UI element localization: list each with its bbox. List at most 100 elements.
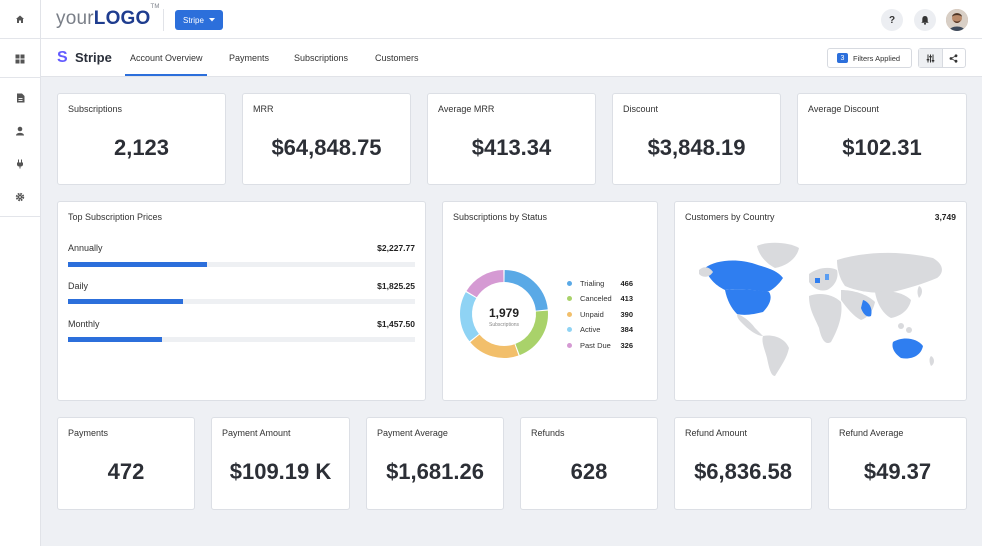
kpi-label: Discount [623, 104, 659, 114]
notifications-button[interactable] [914, 9, 936, 31]
kpi-label: Refund Amount [685, 428, 748, 438]
filters-label: Filters Applied [853, 53, 901, 63]
donut-caption: Subscriptions [489, 322, 520, 328]
kpi-card-refund-average[interactable]: Refund Average $49.37 [828, 417, 967, 510]
kpi-value: $102.31 [842, 135, 922, 160]
kpi-value: $6,836.58 [694, 459, 792, 484]
card-title: Top Subscription Prices [68, 212, 163, 222]
stripe-logo-icon: S [57, 49, 68, 66]
client-selector-button[interactable]: Stripe [175, 10, 223, 30]
country-total: 3,749 [934, 212, 956, 222]
kpi-card-payment-average[interactable]: Payment Average $1,681.26 [366, 417, 504, 510]
kpi-label: Payment Amount [222, 428, 291, 438]
kpi-value: 2,123 [113, 135, 170, 160]
legend-dot [567, 312, 572, 317]
price-bar-track [68, 262, 415, 267]
plug-icon[interactable] [0, 154, 40, 174]
price-row-label: Annually [68, 243, 103, 253]
price-bar-fill [68, 299, 183, 304]
card-title: Subscriptions by Status [453, 212, 548, 222]
subscriptions-by-status-card[interactable]: Subscriptions by Status 1,979 Subscripti… [442, 201, 658, 401]
legend-label: Past Due [580, 341, 611, 350]
filters-count-badge: 3 [837, 53, 848, 63]
kpi-label: Payment Average [377, 428, 448, 438]
bell-icon [921, 16, 929, 25]
legend-item-past-due: Past Due 326 [567, 341, 647, 350]
kpi-card-refunds[interactable]: Refunds 628 [520, 417, 658, 510]
left-rail [0, 0, 41, 546]
kpi-card-average-mrr[interactable]: Average MRR $413.34 [427, 93, 596, 185]
tab-payments[interactable]: Payments [229, 53, 270, 63]
price-bar-fill [68, 337, 162, 342]
dashboard-icon[interactable] [0, 49, 40, 69]
kpi-card-payments[interactable]: Payments 472 [57, 417, 195, 510]
user-icon[interactable] [0, 121, 40, 141]
donut-slice-active[interactable] [460, 292, 480, 342]
donut-slice-trialing[interactable] [504, 270, 548, 311]
kpi-value: $3,848.19 [647, 135, 746, 160]
kpi-card-discount[interactable]: Discount $3,848.19 [612, 93, 781, 185]
price-row-label: Monthly [68, 319, 100, 329]
header-divider [163, 9, 164, 31]
sliders-icon [926, 54, 935, 62]
rail-divider [0, 77, 40, 78]
kpi-label: Subscriptions [68, 104, 123, 114]
legend-count: 384 [620, 325, 633, 334]
kpi-card-refund-amount[interactable]: Refund Amount $6,836.58 [674, 417, 812, 510]
legend-label: Trialing [580, 279, 605, 288]
legend-count: 326 [620, 341, 633, 350]
legend-label: Unpaid [580, 310, 604, 319]
legend-dot [567, 281, 572, 286]
legend-dot [567, 343, 572, 348]
brand-logo[interactable]: yourLOGOTM [56, 4, 160, 30]
legend-label: Active [580, 325, 601, 334]
logo-trademark: TM [150, 3, 160, 10]
world-map [699, 242, 942, 376]
report-actions [918, 48, 966, 68]
report-icon[interactable] [0, 88, 40, 108]
price-bar-fill [68, 262, 207, 267]
kpi-card-average-discount[interactable]: Average Discount $102.31 [797, 93, 967, 185]
integration-title: Stripe [75, 50, 112, 65]
home-icon[interactable] [0, 9, 40, 29]
legend-dot [567, 327, 572, 332]
card-title: Customers by Country [685, 212, 775, 222]
donut-slice-unpaid[interactable] [470, 334, 519, 358]
kpi-label: Refunds [531, 428, 565, 438]
customize-button[interactable] [919, 49, 943, 67]
active-tab-indicator [125, 74, 207, 76]
kpi-value: $413.34 [471, 135, 552, 160]
gear-icon[interactable] [0, 187, 40, 207]
legend-item-active: Active 384 [567, 325, 647, 334]
legend-item-trialing: Trialing 466 [567, 279, 647, 288]
share-button[interactable] [943, 49, 966, 67]
donut-total: 1,979 [489, 306, 519, 320]
help-button[interactable]: ? [881, 9, 903, 31]
filters-applied-button[interactable]: 3 Filters Applied [827, 48, 912, 68]
price-row-value: $1,457.50 [377, 319, 415, 329]
kpi-value: $1,681.26 [386, 459, 484, 484]
kpi-card-mrr[interactable]: MRR $64,848.75 [242, 93, 411, 185]
kpi-value: $49.37 [863, 459, 932, 484]
legend-dot [567, 296, 572, 301]
kpi-value: 472 [107, 459, 145, 484]
rail-divider [0, 216, 40, 217]
price-row-value: $2,227.77 [377, 243, 415, 253]
legend-label: Canceled [580, 294, 612, 303]
kpi-card-subscriptions[interactable]: Subscriptions 2,123 [57, 93, 226, 185]
tab-subscriptions[interactable]: Subscriptions [294, 53, 349, 63]
price-row-label: Daily [68, 281, 89, 291]
legend-count: 466 [620, 279, 633, 288]
donut-slice-canceled[interactable] [515, 310, 548, 356]
tab-customers[interactable]: Customers [375, 53, 419, 63]
logo-brand: LOGO [93, 8, 151, 29]
kpi-label: Payments [68, 428, 109, 438]
kpi-card-payment-amount[interactable]: Payment Amount $109.19 K [211, 417, 350, 510]
top-subscription-prices-card[interactable]: Top Subscription Prices Annually $2,227.… [57, 201, 426, 401]
tab-account-overview[interactable]: Account Overview [130, 53, 203, 63]
user-avatar[interactable] [946, 9, 968, 31]
donut-slice-past-due[interactable] [466, 270, 504, 298]
customers-by-country-card[interactable]: Customers by Country 3,749 [674, 201, 967, 401]
kpi-value: $64,848.75 [271, 135, 382, 160]
share-icon [949, 53, 958, 63]
